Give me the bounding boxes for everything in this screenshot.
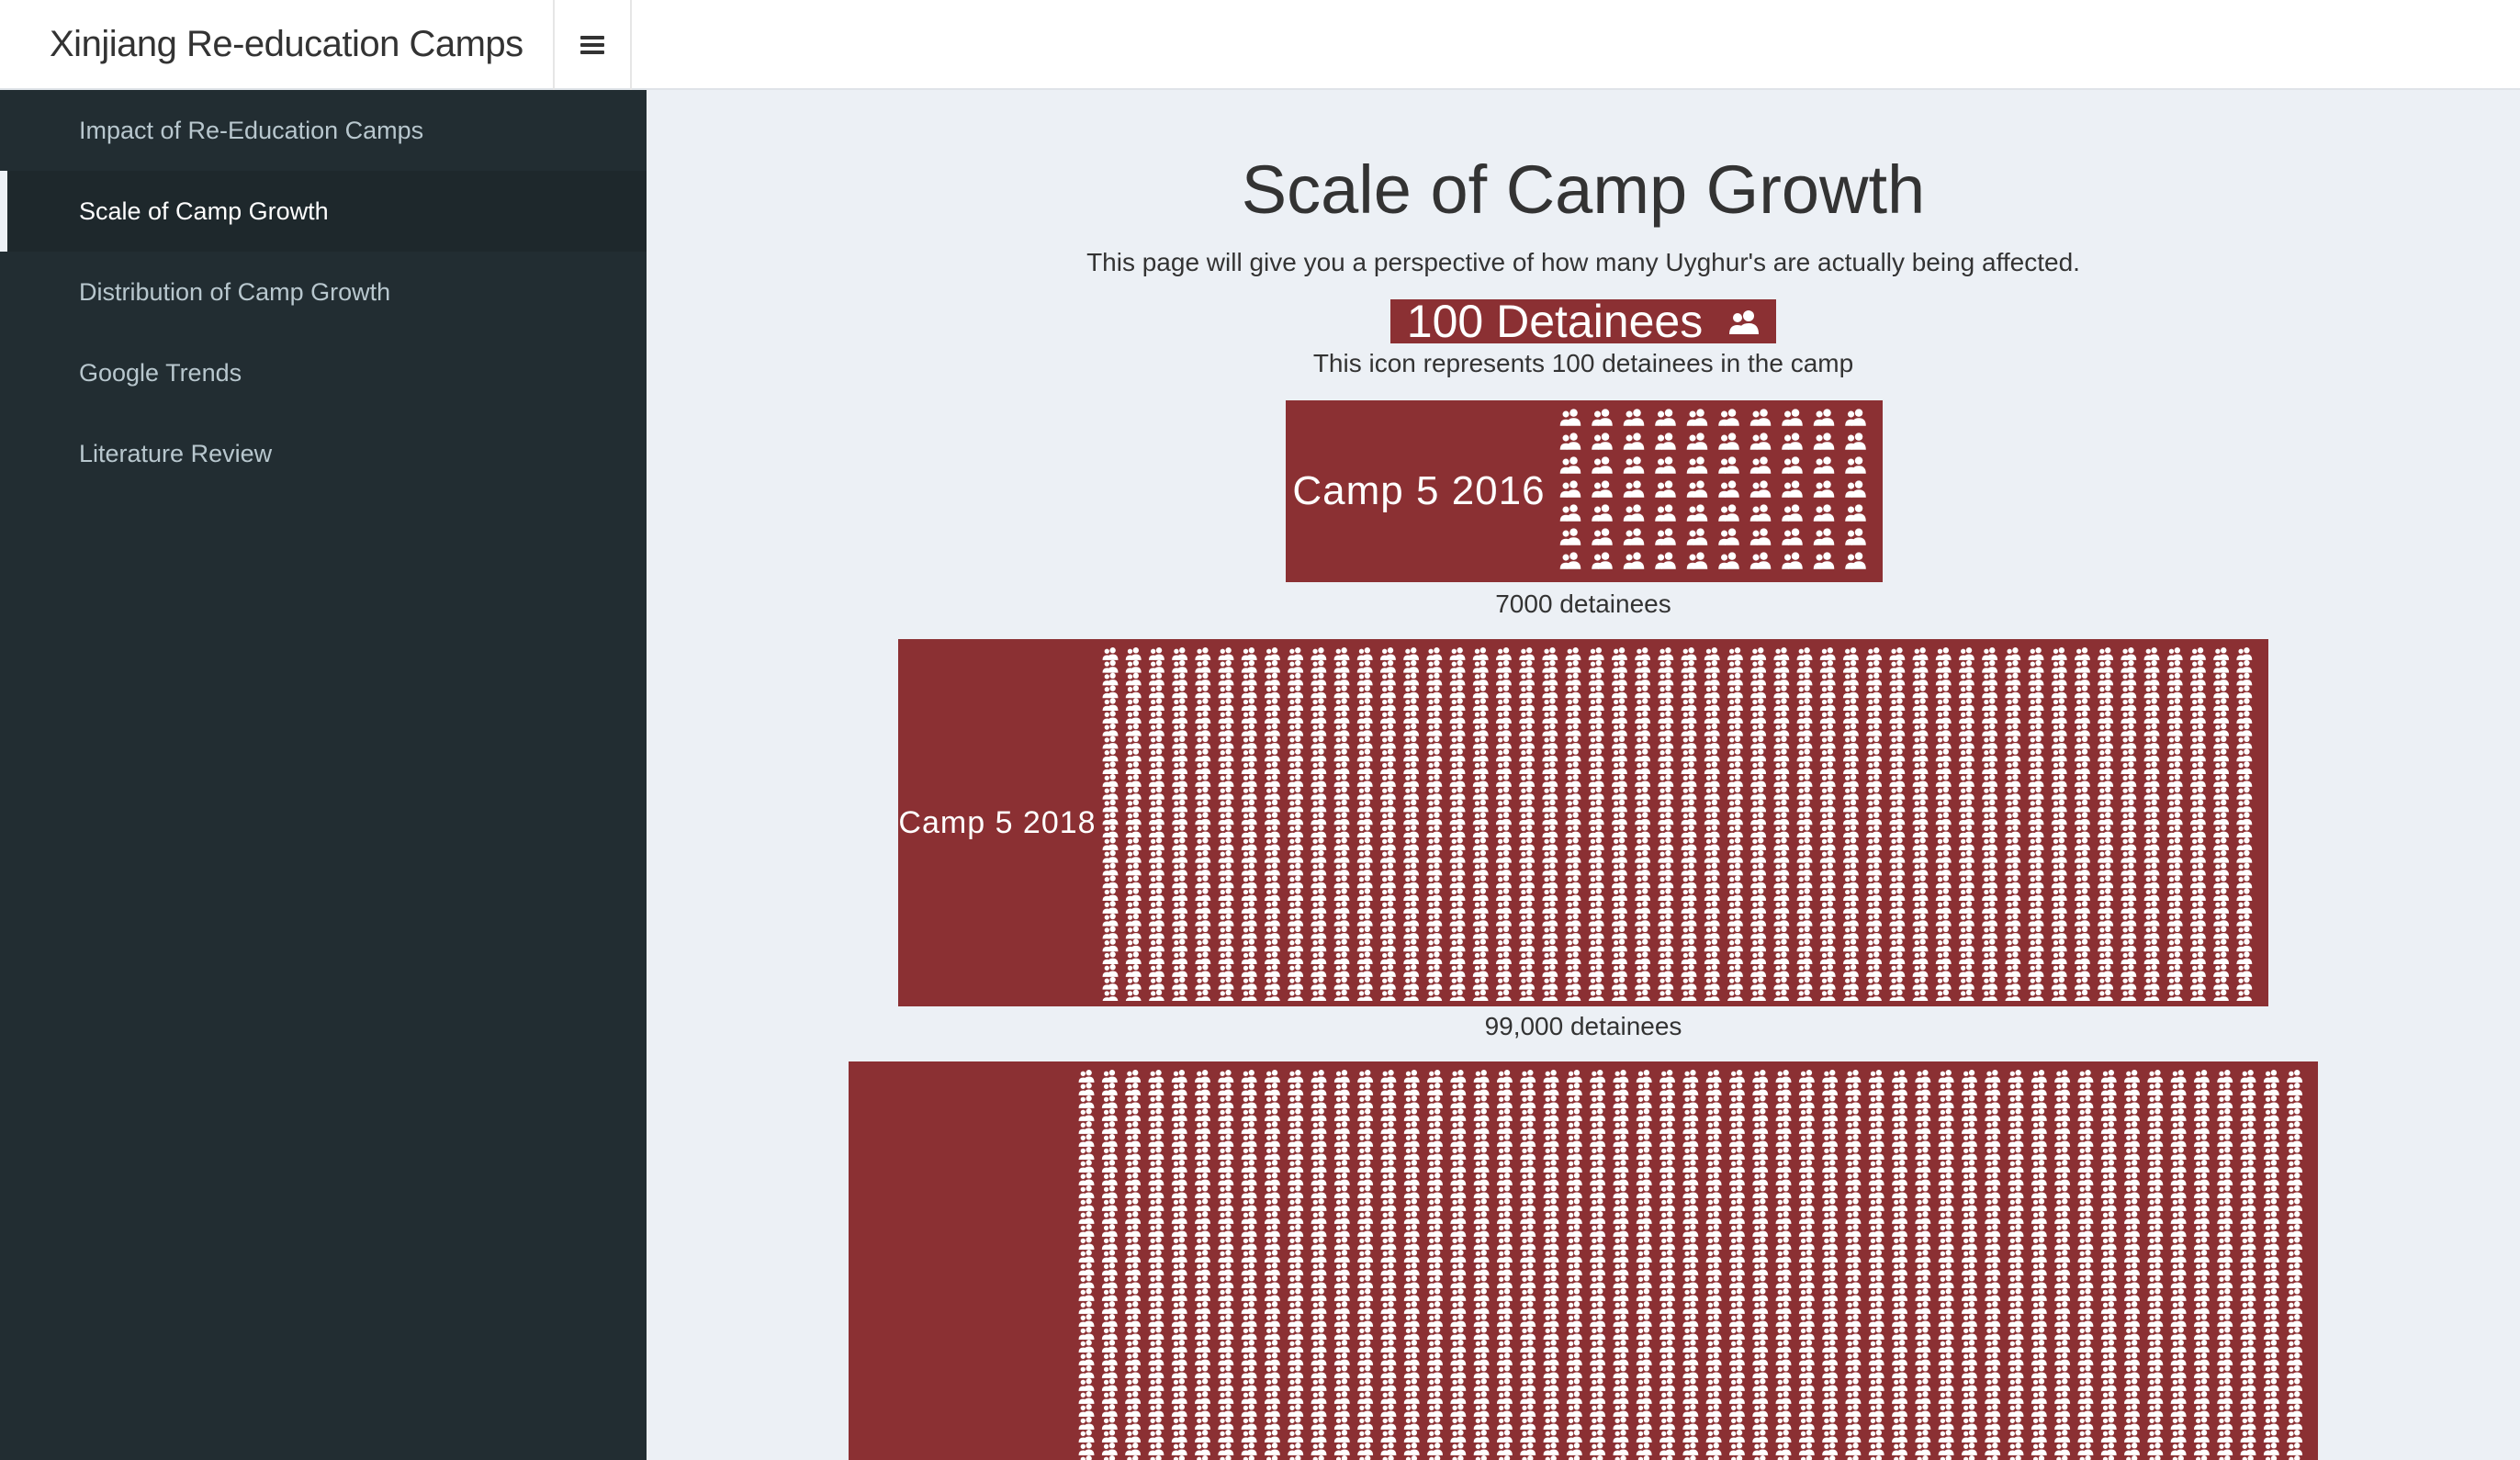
camp-count: 99,000 detainees: [1484, 1012, 1682, 1040]
sidebar-item-impact[interactable]: Impact of Re-Education Camps: [79, 117, 424, 144]
users-icon: [1729, 310, 1760, 334]
detainee-icons-grid: [1102, 647, 2253, 1001]
page-title: Scale of Camp Growth: [1241, 152, 1926, 228]
legend-label: 100 Detainees: [1406, 296, 1704, 347]
camp-panel-2016: Camp 5 2016: [1286, 400, 1883, 582]
sidebar: Impact of Re-Education Camps Scale of Ca…: [0, 90, 647, 1460]
camp-label: Camp 5 2018: [898, 804, 1097, 840]
hamburger-icon: [580, 36, 604, 54]
app-title[interactable]: Xinjiang Re-education Camps: [0, 0, 555, 90]
top-navbar: Xinjiang Re-education Camps: [0, 0, 2520, 90]
camp-panel-2018: Camp 5 2018: [898, 639, 2268, 1006]
legend-box: 100 Detainees: [1390, 296, 1776, 347]
page-subtitle: This page will give you a perspective of…: [1086, 248, 2080, 276]
camp-label: Camp 5 2016: [1292, 468, 1546, 513]
main-content: Scale of Camp Growth This page will give…: [647, 90, 2520, 1460]
legend-caption: This icon represents 100 detainees in th…: [1312, 349, 1854, 377]
detainee-icons-grid: [1559, 409, 1866, 569]
camp-panel-next: [849, 1061, 2318, 1460]
scrollbar[interactable]: [2505, 90, 2520, 1460]
sidebar-item-google-trends[interactable]: Google Trends: [79, 359, 242, 387]
sidebar-item-distribution[interactable]: Distribution of Camp Growth: [79, 278, 391, 306]
camp-count: 7000 detainees: [1495, 590, 1671, 618]
detainee-icons-grid: [1078, 1070, 2303, 1460]
sidebar-toggle-button[interactable]: [555, 0, 632, 90]
sidebar-item-literature-review[interactable]: Literature Review: [79, 440, 273, 467]
sidebar-item-scale[interactable]: Scale of Camp Growth: [0, 171, 647, 252]
